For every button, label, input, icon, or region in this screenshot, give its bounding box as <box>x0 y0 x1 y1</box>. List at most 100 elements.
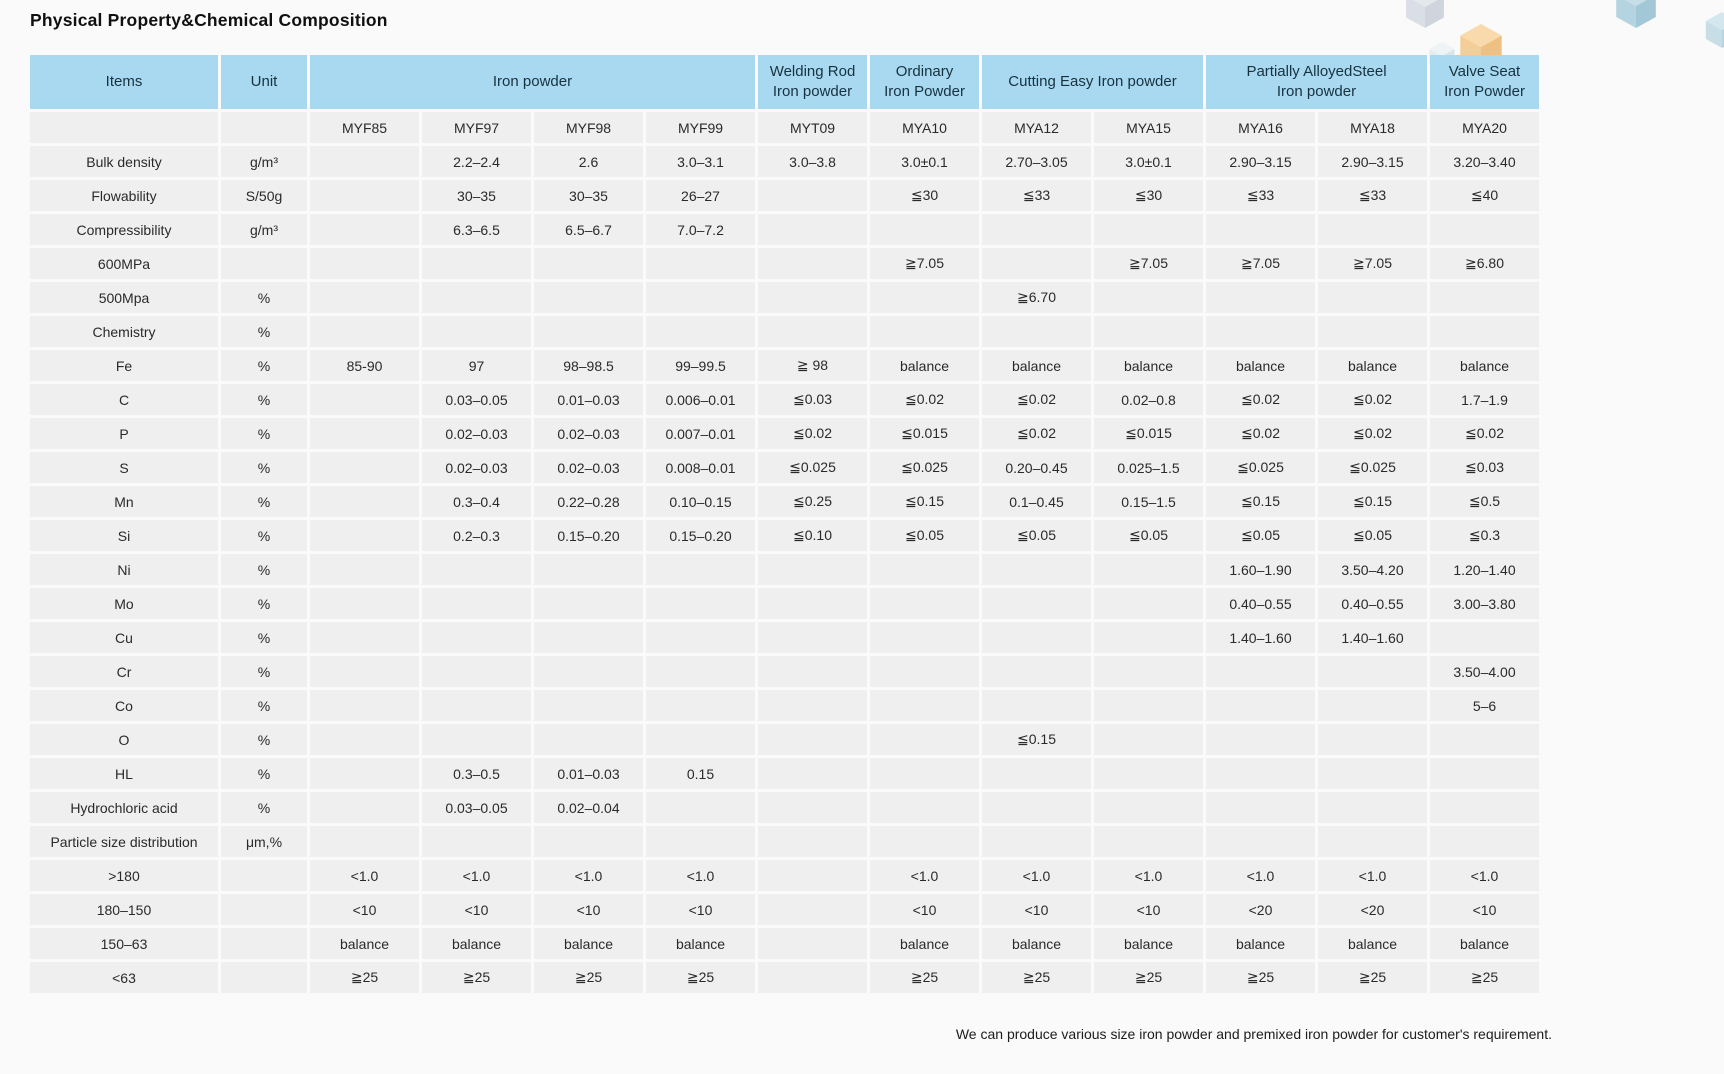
value-cell <box>870 622 979 653</box>
value-cell: 3.50–4.00 <box>1430 656 1539 687</box>
value-cell <box>1206 826 1315 857</box>
value-cell: ≧6.80 <box>1430 248 1539 279</box>
value-cell <box>870 690 979 721</box>
table-row: Mn% 0.3–0.4 0.22–0.28 0.10–0.15 ≦0.25 ≦0.15 0.… <box>30 486 1539 517</box>
row-unit: % <box>221 350 307 381</box>
value-cell: 6.3–6.5 <box>422 214 531 245</box>
value-cell: <1.0 <box>1206 860 1315 891</box>
value-cell <box>1206 724 1315 755</box>
model-name-cell: MYT09 <box>758 112 867 143</box>
value-cell <box>1206 316 1315 347</box>
row-unit: % <box>221 724 307 755</box>
value-cell <box>422 248 531 279</box>
value-cell <box>870 792 979 823</box>
value-cell <box>1206 282 1315 313</box>
value-cell: ≦30 <box>870 180 979 211</box>
table-row: Particle size distribution μm,% <box>30 826 1539 857</box>
value-cell: 2.2–2.4 <box>422 146 531 177</box>
decor-cube-blue-edge-icon <box>1705 12 1724 48</box>
value-cell: ≦0.3 <box>1430 520 1539 551</box>
value-cell <box>310 248 419 279</box>
row-unit: % <box>221 792 307 823</box>
value-cell <box>310 520 419 551</box>
value-cell <box>870 282 979 313</box>
model-name-cell: MYF85 <box>310 112 419 143</box>
row-unit <box>221 962 307 993</box>
value-cell <box>646 622 755 653</box>
value-cell: ≦0.5 <box>1430 486 1539 517</box>
value-cell: 0.15–0.20 <box>646 520 755 551</box>
value-cell: ≧25 <box>310 962 419 993</box>
value-cell <box>310 180 419 211</box>
value-cell <box>422 656 531 687</box>
value-cell <box>870 724 979 755</box>
value-cell: ≦0.03 <box>1430 452 1539 483</box>
value-cell <box>870 656 979 687</box>
value-cell: 85-90 <box>310 350 419 381</box>
value-cell <box>758 690 867 721</box>
value-cell <box>310 316 419 347</box>
value-cell <box>534 282 643 313</box>
value-cell: balance <box>422 928 531 959</box>
value-cell: 3.0±0.1 <box>1094 146 1203 177</box>
row-item-label: Mo <box>30 588 218 619</box>
value-cell <box>534 826 643 857</box>
value-cell: <10 <box>534 894 643 925</box>
value-cell <box>310 758 419 789</box>
row-unit: % <box>221 520 307 551</box>
value-cell: <10 <box>310 894 419 925</box>
value-cell: <1.0 <box>310 860 419 891</box>
row-unit <box>221 928 307 959</box>
value-cell <box>646 282 755 313</box>
value-cell <box>1430 758 1539 789</box>
value-cell <box>1430 792 1539 823</box>
value-cell <box>534 724 643 755</box>
value-cell: 98–98.5 <box>534 350 643 381</box>
value-cell: balance <box>534 928 643 959</box>
header-unit: Unit <box>221 55 307 109</box>
value-cell <box>758 792 867 823</box>
value-cell: ≦0.15 <box>1206 486 1315 517</box>
value-cell: ≧ 98 <box>758 350 867 381</box>
model-row: MYF85 MYF97 MYF98 MYF99 MYT09 MYA10 MYA12 MYA15… <box>30 112 1539 143</box>
value-cell <box>534 316 643 347</box>
value-cell: ≦0.02 <box>1430 418 1539 449</box>
value-cell: ≦0.15 <box>982 724 1091 755</box>
value-cell <box>982 554 1091 585</box>
value-cell <box>310 656 419 687</box>
row-unit: % <box>221 554 307 585</box>
value-cell: 2.90–3.15 <box>1206 146 1315 177</box>
decor-cube-blue-icon <box>1616 0 1656 28</box>
row-item-label: Particle size distribution <box>30 826 218 857</box>
value-cell <box>310 690 419 721</box>
value-cell: 0.40–0.55 <box>1206 588 1315 619</box>
model-name-cell: MYA16 <box>1206 112 1315 143</box>
value-cell: ≦0.02 <box>1206 418 1315 449</box>
header-partially-alloyed: Partially AlloyedSteel Iron powder <box>1206 55 1427 109</box>
row-unit: % <box>221 486 307 517</box>
value-cell: ≧25 <box>1206 962 1315 993</box>
value-cell <box>1206 758 1315 789</box>
value-cell: balance <box>1206 350 1315 381</box>
value-cell <box>982 588 1091 619</box>
header-welding-rod: Welding Rod Iron powder <box>758 55 867 109</box>
value-cell <box>422 826 531 857</box>
value-cell: <1.0 <box>982 860 1091 891</box>
value-cell <box>1094 588 1203 619</box>
model-name-cell: MYF98 <box>534 112 643 143</box>
table-row: Si% 0.2–0.3 0.15–0.20 0.15–0.20 ≦0.10 ≦0.05 ≦0… <box>30 520 1539 551</box>
value-cell <box>758 214 867 245</box>
table-row: Chemistry% <box>30 316 1539 347</box>
value-cell <box>1094 826 1203 857</box>
value-cell: ≦0.25 <box>758 486 867 517</box>
value-cell: ≦0.02 <box>1206 384 1315 415</box>
value-cell <box>1318 282 1427 313</box>
value-cell: 1.40–1.60 <box>1206 622 1315 653</box>
value-cell: <1.0 <box>534 860 643 891</box>
value-cell <box>310 554 419 585</box>
value-cell: balance <box>1430 350 1539 381</box>
value-cell: 0.01–0.03 <box>534 384 643 415</box>
value-cell: 3.0–3.8 <box>758 146 867 177</box>
value-cell: 0.02–0.03 <box>534 452 643 483</box>
value-cell: balance <box>646 928 755 959</box>
